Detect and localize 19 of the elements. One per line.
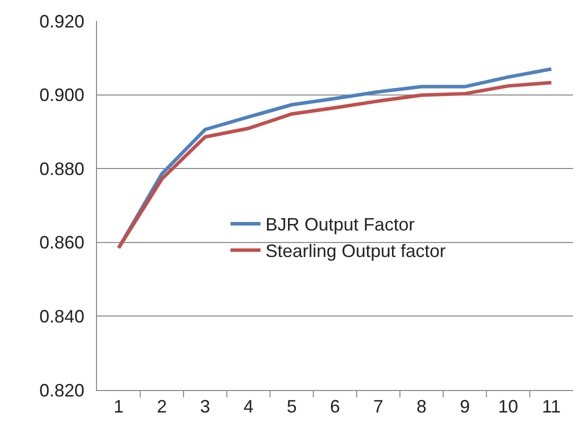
x-tick-label: 6 xyxy=(330,396,340,417)
y-tick-label: 0.860 xyxy=(39,232,84,253)
y-tick-label: 0.820 xyxy=(39,380,84,400)
x-tick-label: 3 xyxy=(200,396,210,417)
x-tick-label: 4 xyxy=(243,396,254,417)
x-tick-label: 2 xyxy=(156,396,167,417)
legend-label: BJR Output Factor xyxy=(266,214,415,235)
y-tick-label: 0.880 xyxy=(39,158,84,179)
x-tick-label: 7 xyxy=(373,396,384,417)
x-tick-label: 8 xyxy=(416,396,427,417)
x-tick-label: 1 xyxy=(114,396,124,417)
x-tick-label: 9 xyxy=(460,396,470,417)
legend-label: Stearling Output factor xyxy=(266,241,446,262)
x-tick-label: 10 xyxy=(498,396,518,417)
x-tick-label: 5 xyxy=(286,396,297,417)
y-tick-label: 0.920 xyxy=(39,11,84,32)
y-tick-label: 0.840 xyxy=(39,306,84,326)
x-tick-label: 11 xyxy=(542,396,561,417)
y-tick-label: 0.900 xyxy=(39,85,84,106)
